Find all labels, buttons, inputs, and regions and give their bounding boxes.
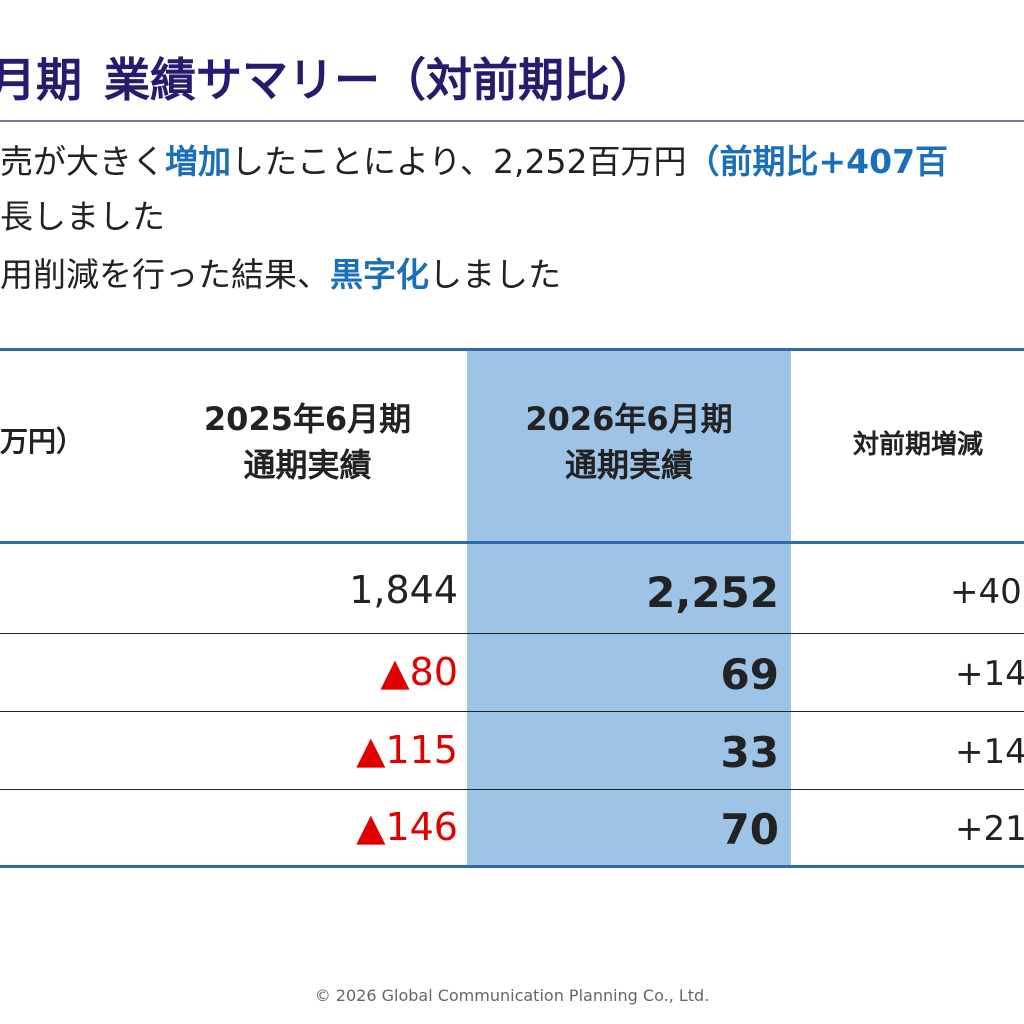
current-period-highlight	[467, 350, 791, 867]
row4-prev-value: ▲146	[356, 805, 458, 849]
row3-prev-value: ▲115	[356, 728, 458, 772]
table-row-rule	[0, 711, 1024, 712]
row2-diff-value: +14	[955, 654, 1024, 694]
row1-curr-value: 2,252	[646, 568, 779, 617]
header-prev-line1: 2025年6月期	[203, 400, 412, 438]
row2-curr-value: 69	[720, 650, 779, 699]
table-row-rule	[0, 789, 1024, 790]
row4-curr-value: 70	[720, 805, 779, 854]
bullet-3-text-b: しました	[429, 255, 561, 294]
bullet-3-highlight-profit: 黒字化	[330, 255, 429, 294]
header-prev-line2: 通期実績	[243, 446, 372, 484]
header-curr-period: 2026年6月期 通期実績	[467, 396, 791, 488]
header-curr-line2: 通期実績	[564, 446, 693, 484]
bullet-3-text-a: 用削減を行った結果、	[0, 255, 330, 294]
table-bottom-rule	[0, 865, 1024, 868]
title-underline	[0, 120, 1024, 122]
table-row-rule	[0, 633, 1024, 634]
row4-diff-value: +21	[955, 809, 1024, 849]
unit-label: 万円）	[0, 425, 85, 458]
row3-curr-value: 33	[720, 728, 779, 777]
row1-prev-value: 1,844	[349, 568, 458, 612]
bullet-1-text-a: 売が大きく	[0, 142, 165, 181]
table-header-rule	[0, 541, 1024, 544]
bullet-2-text: 長しました	[0, 197, 165, 236]
copyright-footer: © 2026 Global Communication Planning Co.…	[314, 986, 710, 1005]
title-prefix: 月期	[0, 53, 82, 107]
row2-prev-value: ▲80	[380, 650, 458, 694]
bullet-1-highlight-yoy: （前期比+407百	[686, 142, 949, 181]
header-yoy-change: 対前期増減	[852, 430, 983, 460]
slide-title: 月期 業績サマリー（対前期比）	[0, 44, 1024, 116]
header-curr-line1: 2026年6月期	[525, 400, 733, 438]
title-main: 業績サマリー（対前期比）	[104, 53, 656, 107]
header-prev-period: 2025年6月期 通期実績	[160, 396, 455, 488]
bullet-3: 用削減を行った結果、黒字化しました	[0, 250, 1024, 300]
results-table: 万円） 2025年6月期 通期実績 2026年6月期 通期実績 対前期増減 1,…	[0, 348, 1024, 873]
bullet-1-text-b: したことにより、2,252百万円	[231, 142, 687, 181]
bullet-1-highlight-increase: 増加	[165, 142, 231, 181]
bullet-1: 売が大きく増加したことにより、2,252百万円（前期比+407百	[0, 137, 1024, 187]
row3-diff-value: +14	[955, 732, 1024, 772]
row1-diff-value: +40	[950, 572, 1022, 612]
bullet-2: 長しました	[0, 192, 1024, 242]
table-top-rule	[0, 348, 1024, 351]
